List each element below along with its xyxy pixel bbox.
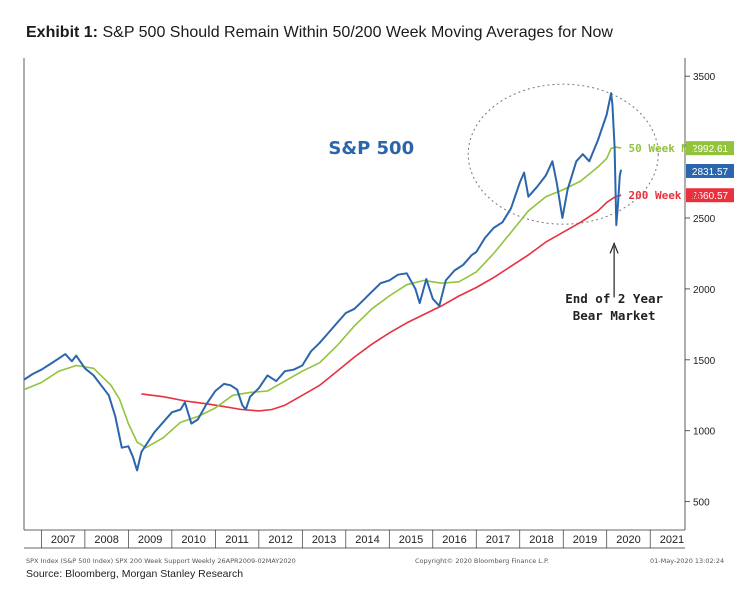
series-s-p-500 <box>23 92 623 472</box>
callout-text-2: Bear Market <box>573 308 656 323</box>
footer-left: SPX Index (S&P 500 Index) SPX 200 Week S… <box>26 557 296 565</box>
source-note: Source: Bloomberg, Morgan Stanley Resear… <box>26 568 244 580</box>
last-value-text-50-week-ma: 2992.61 <box>692 144 729 155</box>
last-value-tag-s-p-500 <box>686 163 734 178</box>
x-tick-label-2013: 2013 <box>312 534 336 546</box>
y-tick-label-2500: 2500 <box>693 214 716 225</box>
callout-arrow-head <box>609 241 619 254</box>
x-tick-label-2007: 2007 <box>51 534 75 546</box>
y-tick-label-2000: 2000 <box>693 285 716 296</box>
highlight-ellipse <box>467 83 659 225</box>
x-tick-label-2012: 2012 <box>268 534 292 546</box>
footer-right: 01-May-2020 13:02:24 <box>650 557 725 565</box>
x-tick-label-2019: 2019 <box>573 534 597 546</box>
callout-text-1: End of 2 Year <box>565 291 663 306</box>
y-tick-label-1500: 1500 <box>693 356 716 367</box>
x-tick-label-2010: 2010 <box>181 534 205 546</box>
y-tick-label-3500: 3500 <box>693 72 716 83</box>
chart-title-annotation: S&P 500 <box>328 138 414 159</box>
series-50-week-ma <box>23 146 622 449</box>
last-value-tag-50-week-ma <box>686 141 734 156</box>
series-label-50-week-ma: 50 Week MA <box>628 142 695 155</box>
x-tick-label-2008: 2008 <box>94 534 118 546</box>
x-tick-label-2009: 2009 <box>138 534 162 546</box>
series-label-200-week-ma: 200 Week MA <box>628 189 701 202</box>
series-200-week-ma <box>141 194 622 412</box>
footer-center: Copyright© 2020 Bloomberg Finance L.P. <box>415 557 549 565</box>
x-tick-label-2014: 2014 <box>355 534 379 546</box>
exhibit-title-text: S&P 500 Should Remain Within 50/200 Week… <box>102 24 613 41</box>
x-tick-label-2011: 2011 <box>225 534 249 546</box>
last-value-tag-200-week-ma <box>686 188 734 203</box>
x-tick-label-2020: 2020 <box>616 534 640 546</box>
exhibit-title: Exhibit 1: S&P 500 Should Remain Within … <box>26 24 613 42</box>
last-value-text-s-p-500: 2831.57 <box>692 167 729 178</box>
x-tick-label-2015: 2015 <box>399 534 423 546</box>
exhibit-title-bold: Exhibit 1: <box>26 24 99 41</box>
y-tick-label-1000: 1000 <box>693 427 716 438</box>
y-tick-label-500: 500 <box>693 498 710 509</box>
x-tick-label-2021: 2021 <box>660 534 684 546</box>
x-tick-label-2016: 2016 <box>442 534 466 546</box>
spx-chart: 2007 2008 2009 2010 2011 2012 2013 2014 2015 2016… <box>23 58 734 549</box>
x-tick-label-2017: 2017 <box>486 534 510 546</box>
x-tick-label-2018: 2018 <box>529 534 553 546</box>
last-value-text-200-week-ma: 2660.57 <box>692 191 729 202</box>
